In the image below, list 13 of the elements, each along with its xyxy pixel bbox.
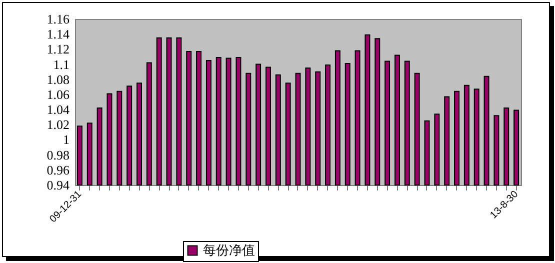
y-tick-label: 1.08 [46, 72, 70, 87]
y-tick-label: 1.02 [46, 117, 70, 132]
y-tick-label: 1.06 [46, 86, 70, 102]
y-tick-label: 1.12 [46, 42, 70, 57]
y-tick-label: 1.14 [46, 26, 70, 42]
y-tick-label: 1.04 [46, 102, 70, 118]
y-tick-label: 0.94 [46, 178, 70, 192]
y-tick-label: 1.16 [46, 12, 70, 26]
legend-label: 每份净值 [203, 244, 255, 258]
y-tick-label: 1.1 [53, 56, 70, 72]
y-tick-label: 0.96 [46, 162, 70, 178]
y-tick-label: 0.98 [46, 147, 70, 162]
y-tick-label: 1 [63, 132, 70, 148]
